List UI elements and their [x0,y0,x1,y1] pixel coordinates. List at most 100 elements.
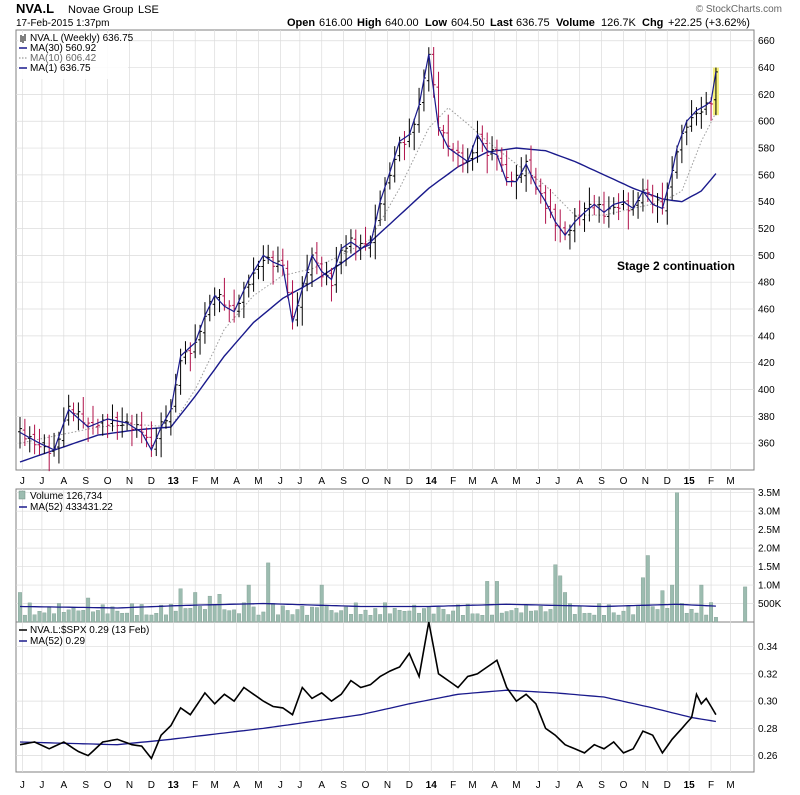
volume-bar [95,610,100,623]
volume-bar [353,602,358,623]
volume-bar [460,615,465,623]
x-tick-label: A [576,476,583,487]
volume-bar [611,612,616,623]
volume-bar [597,603,602,623]
y-tick-label: 640 [758,63,775,74]
ohlc-bar [37,428,42,455]
volume-bar [115,610,120,623]
volume-bar [548,609,553,623]
y-tick-label: 380 [758,412,775,423]
y-tick-label: 480 [758,278,775,289]
x-tick-label: M [210,476,218,487]
volume-bar [383,602,387,623]
y-tick-label: 0.34 [758,642,778,653]
ohlc-bar [275,246,280,273]
y-tick-label: 580 [758,144,775,155]
volume-bar [76,610,81,623]
x-tick-label: S [82,780,89,791]
volume-bar [183,608,188,623]
volume-bar [558,575,563,623]
volume-bar [285,610,290,623]
ohlc-bar [392,146,397,183]
relative-strength-panel [15,621,755,773]
x-tick-label: D [148,476,155,487]
volume-bar [587,612,592,623]
y-tick-label: 3.0M [758,507,780,518]
symbol: NVA.L [16,1,54,16]
ohlc-bar [524,154,529,192]
volume-bar [91,611,95,623]
ohlc-bar [32,424,37,455]
ohlc-bar [543,185,548,224]
open-label: Open [287,17,315,29]
legend-volume: Volume 126,734 [30,491,103,502]
volume-label: Volume [556,17,595,29]
volume-bar [446,614,451,623]
y-tick-label: 0.32 [758,669,778,680]
volume-bar [426,606,431,623]
volume-bar [237,613,241,623]
x-tick-label: J [555,780,560,791]
volume-bar [553,564,558,623]
x-tick-label: D [148,780,155,791]
legend-price: NVA.L (Weekly) 636.75 [30,33,134,44]
volume-bar [514,608,519,623]
volume-bar [743,586,748,623]
volume-bar [567,603,572,623]
volume-bar [431,613,436,623]
volume-bar [154,613,159,623]
ohlc-bar [699,96,704,129]
volume-bar [32,614,37,623]
ohlc-bar [115,411,120,440]
volume-bar [524,604,529,623]
x-tick-label: M [254,780,262,791]
volume-bar [470,613,475,623]
x-tick-label: A [60,476,67,487]
volume-bar [543,611,548,623]
x-tick-label: 13 [168,780,180,791]
volume-bar [499,612,504,623]
x-tick-label: S [340,780,347,791]
volume-bar [378,614,383,623]
volume-bar [694,612,699,623]
x-tick-label: J [39,476,44,487]
volume-ma52-line [19,602,716,609]
volume-bar [271,603,276,623]
ohlc-bar [76,402,81,431]
x-tick-label: N [642,780,649,791]
x-tick-label: M [468,476,476,487]
volume-bar [105,613,110,623]
volume-bar [81,610,86,623]
volume-bar [173,610,178,623]
x-tick-label: M [254,476,262,487]
ohlc-bar [222,277,227,311]
volume-bar [295,609,300,623]
volume-bar [699,584,704,623]
legend-volume-ma: MA(52) 433431.22 [30,502,113,513]
legend-ratio: NVA.L:$SPX 0.29 (13 Feb) [30,625,149,636]
volume-bar [421,608,426,623]
ohlc-bar [412,118,417,151]
volume-bar [256,614,261,623]
volume-bar [417,612,422,623]
y-tick-label: 3.5M [758,488,780,499]
volume-bar [387,613,392,623]
volume-bar [660,590,665,623]
x-tick-label: A [491,780,498,791]
volume-bar [125,612,130,623]
ohlc-bar [713,67,718,116]
x-tick-label: O [362,476,370,487]
ohlc-bar [144,427,149,448]
y-tick-label: 0.28 [758,724,778,735]
volume-bar [704,614,709,623]
volume-bar [577,606,582,623]
volume-bar [494,581,499,623]
y-tick-label: 2.0M [758,544,780,555]
y-tick-label: 460 [758,305,775,316]
volume-bar [592,614,597,623]
chart-header: NVA.L Novae Group LSE 17-Feb-2015 1:37pm… [16,1,782,29]
legend-ma10: MA(10) 606.42 [30,53,97,64]
volume-bar [358,614,363,623]
y-tick-label: 520 [758,224,775,235]
x-tick-label: 13 [168,476,180,487]
